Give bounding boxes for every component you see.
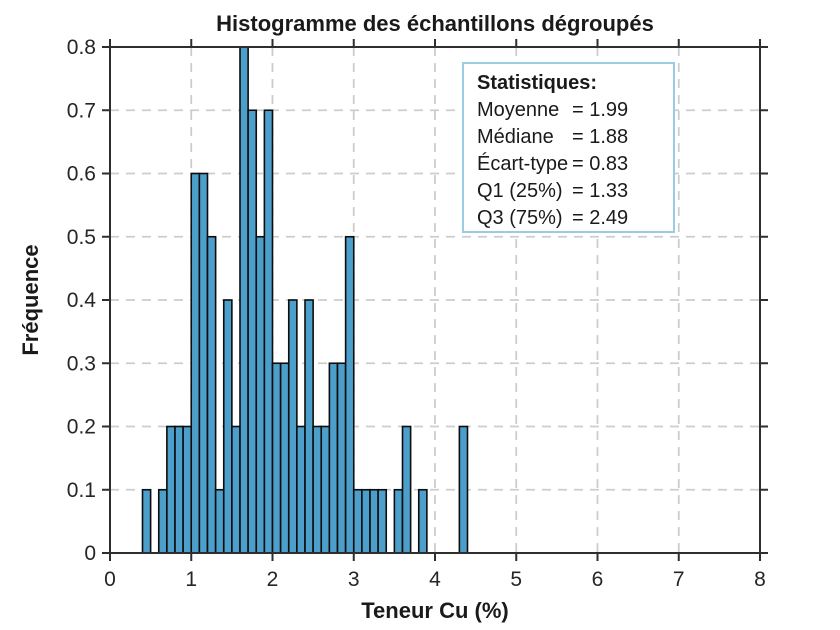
histogram-bar	[320, 425, 331, 554]
y-tick-label: 0.7	[67, 99, 96, 122]
histogram-bar	[182, 425, 193, 554]
y-tick-label: 0	[84, 542, 96, 565]
stats-row: Écart-type = 0.83	[477, 151, 673, 178]
histogram-bar	[401, 425, 412, 554]
x-tick-label: 4	[429, 568, 441, 591]
y-tick-label: 0.2	[67, 416, 96, 439]
stats-row: Q3 (75%) = 2.49	[477, 205, 673, 232]
stats-row: Médiane = 1.88	[477, 124, 673, 151]
histogram-bar	[198, 172, 209, 554]
histogram-bar	[304, 299, 314, 554]
histogram-bar	[336, 362, 347, 554]
y-axis-label: Fréquence	[18, 244, 43, 356]
y-tick-label: 0.3	[67, 352, 96, 375]
histogram-bar	[263, 109, 274, 554]
histogram-bar	[239, 46, 249, 554]
stats-value: = 1.99	[572, 99, 629, 121]
x-tick-label: 0	[104, 568, 116, 591]
x-tick-label: 5	[510, 568, 522, 591]
histogram-bar	[141, 488, 152, 554]
histogram-bar	[369, 488, 379, 554]
stats-box: Statistiques: Moyenne = 1.99 Médiane = 1.88…	[462, 62, 675, 233]
histogram-bar	[296, 425, 306, 554]
histogram-bar	[174, 425, 184, 554]
x-tick-label: 3	[348, 568, 360, 591]
histogram-bar	[287, 299, 298, 554]
x-tick-label: 6	[592, 568, 604, 591]
histogram-bar	[458, 425, 469, 554]
stats-label: Moyenne	[477, 99, 560, 121]
histogram-bar	[247, 109, 258, 554]
stats-value: = 2.49	[572, 207, 629, 229]
x-tick-label: 1	[185, 568, 197, 591]
histogram-bar	[255, 235, 266, 554]
y-tick-label: 0.8	[67, 36, 96, 59]
histogram-bar	[214, 488, 225, 554]
stats-label: Q1 (25%)	[477, 180, 563, 202]
histogram-bar	[157, 488, 168, 554]
y-tick-label: 0.4	[67, 289, 97, 312]
histogram-bar	[222, 299, 233, 554]
chart-title: Histogramme des échantillons dégroupés	[216, 11, 654, 36]
stats-row: Q1 (25%) = 1.33	[477, 178, 673, 205]
y-tick-label: 0.5	[67, 226, 96, 249]
stats-value: = 1.88	[572, 126, 629, 148]
x-tick-label: 7	[673, 568, 685, 591]
stats-row: Moyenne = 1.99	[477, 97, 673, 124]
histogram-bar	[352, 488, 363, 554]
histogram-bar	[271, 362, 282, 554]
stats-label: Écart-type	[477, 153, 569, 175]
x-tick-label: 8	[754, 568, 766, 591]
stats-label: Médiane	[477, 126, 554, 148]
x-axis-label: Teneur Cu (%)	[361, 598, 509, 623]
y-tick-label: 0.1	[67, 479, 96, 502]
histogram-bar	[344, 235, 355, 554]
stats-label: Q3 (75%)	[477, 207, 563, 229]
histogram-bar	[166, 425, 176, 554]
histogram-bar	[206, 235, 217, 554]
histogram-bar	[231, 425, 241, 554]
stats-value: = 1.33	[572, 180, 629, 202]
histogram-bar	[417, 488, 428, 554]
histogram-bar	[393, 488, 404, 554]
histogram-bar	[279, 362, 290, 554]
histogram-bar	[328, 362, 339, 554]
histogram-bar	[361, 488, 371, 554]
stats-rows: Moyenne = 1.99 Médiane = 1.88 Écart-type = 0.…	[477, 97, 673, 232]
stats-title: Statistiques:	[477, 72, 598, 94]
y-tick-label: 0.6	[67, 163, 96, 186]
x-tick-label: 2	[267, 568, 279, 591]
histogram-bar	[190, 172, 201, 554]
histogram-bar	[377, 488, 388, 554]
stats-value: = 0.83	[572, 153, 629, 175]
histogram-bar	[312, 425, 323, 554]
